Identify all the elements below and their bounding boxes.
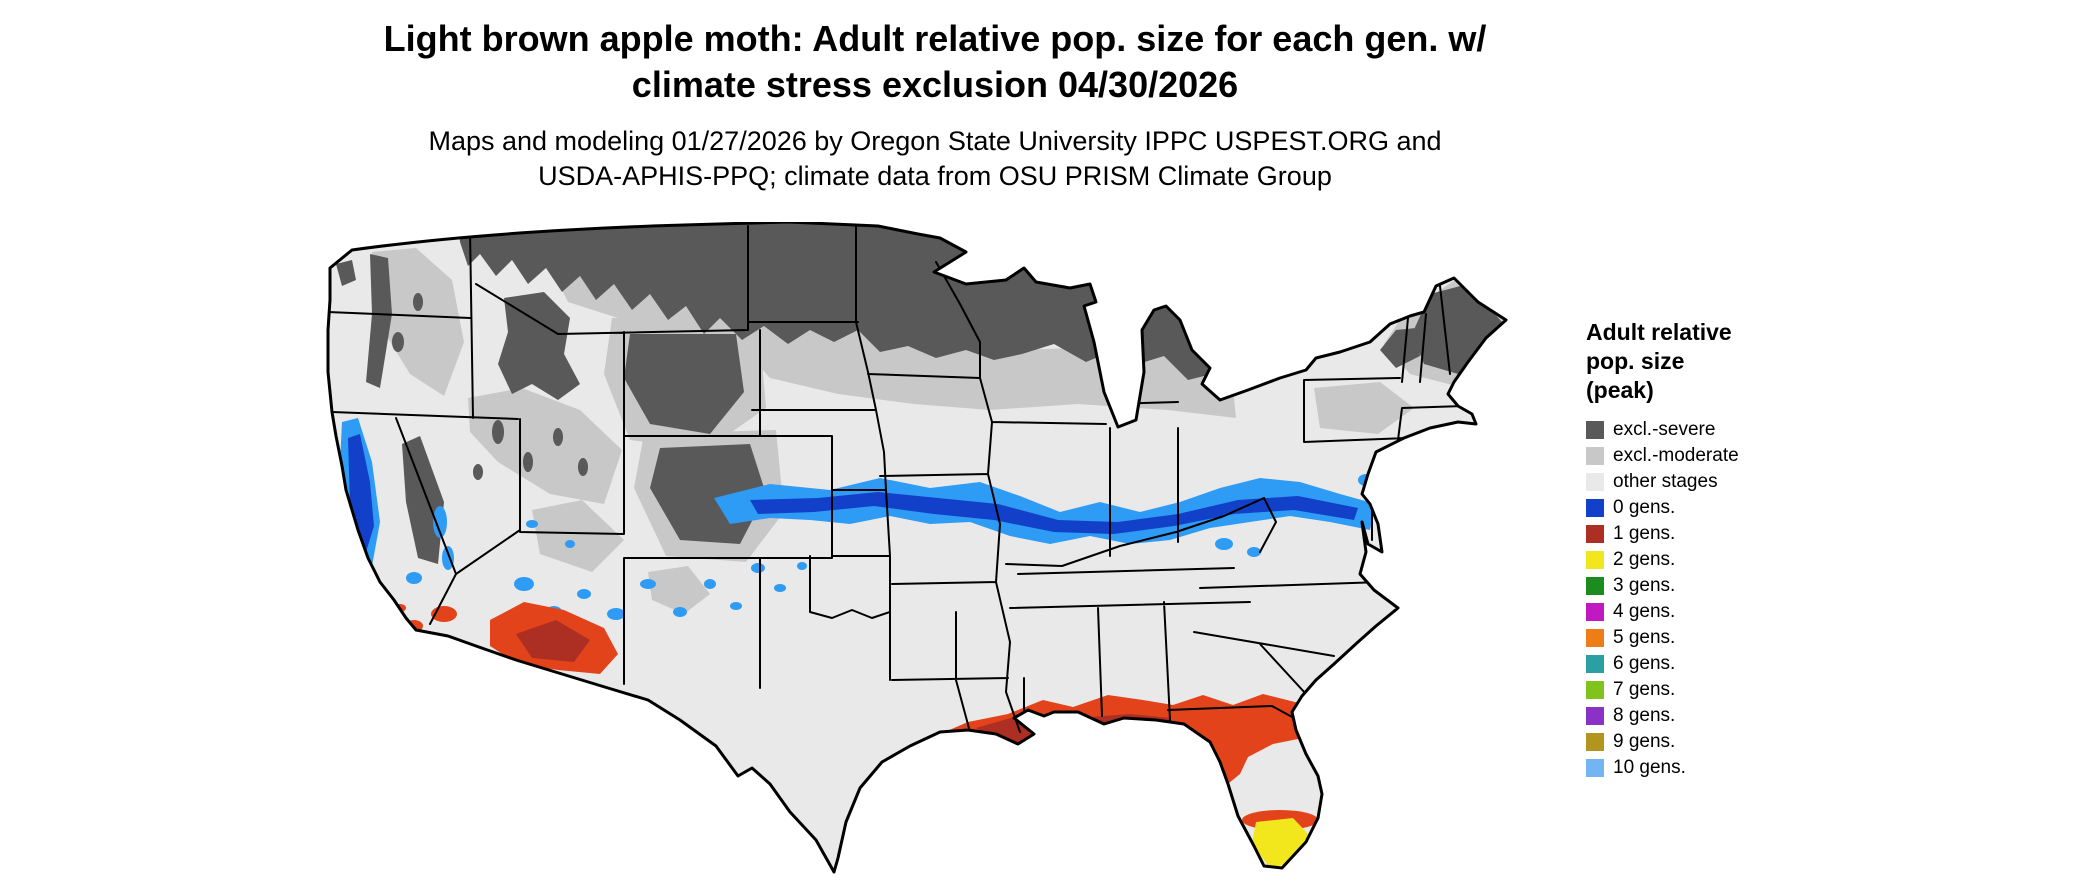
legend-swatch-rect bbox=[1586, 551, 1604, 569]
legend-item: 9 gens. bbox=[1586, 729, 1846, 755]
legend-item-label: 9 gens. bbox=[1613, 731, 1676, 752]
legend-swatch-rect bbox=[1586, 577, 1604, 595]
legend-item: 7 gens. bbox=[1586, 677, 1846, 703]
subtitle-line-1: Maps and modeling 01/27/2026 by Oregon S… bbox=[428, 126, 1442, 156]
us-map-svg bbox=[326, 222, 1508, 874]
legend-swatch-rect bbox=[1586, 499, 1604, 517]
legend-item-label: 10 gens. bbox=[1613, 757, 1686, 778]
legend-item: 2 gens. bbox=[1586, 547, 1846, 573]
legend-swatch bbox=[1586, 629, 1604, 647]
legend-swatch bbox=[1586, 603, 1604, 621]
legend-swatch bbox=[1586, 499, 1604, 517]
legend-swatch bbox=[1586, 525, 1604, 543]
legend-swatch bbox=[1586, 421, 1604, 439]
legend-swatch bbox=[1586, 681, 1604, 699]
legend-item: 6 gens. bbox=[1586, 651, 1846, 677]
legend-swatch-rect bbox=[1586, 733, 1604, 751]
legend-swatch bbox=[1586, 577, 1604, 595]
legend-item-label: other stages bbox=[1613, 471, 1718, 492]
legend-swatch-rect bbox=[1586, 447, 1604, 465]
legend-item: other stages bbox=[1586, 469, 1846, 495]
us-map bbox=[318, 222, 1536, 886]
legend-swatch-rect bbox=[1586, 707, 1604, 725]
legend-swatch-rect bbox=[1586, 759, 1604, 777]
legend-item-label: 1 gens. bbox=[1613, 523, 1676, 544]
legend-item: 3 gens. bbox=[1586, 573, 1846, 599]
title-line-1: Light brown apple moth: Adult relative p… bbox=[383, 18, 1487, 59]
state-borders bbox=[328, 225, 1465, 733]
legend-swatch bbox=[1586, 473, 1604, 491]
legend-item-label: 3 gens. bbox=[1613, 575, 1676, 596]
legend-swatch bbox=[1586, 733, 1604, 751]
legend-item-label: 2 gens. bbox=[1613, 549, 1676, 570]
legend-swatch-rect bbox=[1586, 681, 1604, 699]
legend-swatch bbox=[1586, 707, 1604, 725]
legend-title-line-1: Adult relative bbox=[1586, 319, 1732, 345]
legend-item-label: 4 gens. bbox=[1613, 601, 1676, 622]
legend-swatch-rect bbox=[1586, 473, 1604, 491]
legend-item-label: excl.-severe bbox=[1613, 419, 1716, 440]
figure-subtitle: Maps and modeling 01/27/2026 by Oregon S… bbox=[0, 124, 1870, 194]
legend-swatch bbox=[1586, 655, 1604, 673]
figure-header: Light brown apple moth: Adult relative p… bbox=[0, 16, 1870, 194]
legend-title: Adult relative pop. size (peak) bbox=[1586, 318, 1846, 405]
legend-item: 8 gens. bbox=[1586, 703, 1846, 729]
legend-item-label: 7 gens. bbox=[1613, 679, 1676, 700]
legend-item-label: 8 gens. bbox=[1613, 705, 1676, 726]
legend-item-label: 6 gens. bbox=[1613, 653, 1676, 674]
legend-item: 0 gens. bbox=[1586, 495, 1846, 521]
legend-item: excl.-moderate bbox=[1586, 443, 1846, 469]
legend-item-label: 5 gens. bbox=[1613, 627, 1676, 648]
legend-swatch-rect bbox=[1586, 421, 1604, 439]
legend-title-line-3: (peak) bbox=[1586, 377, 1654, 403]
legend-item: 1 gens. bbox=[1586, 521, 1846, 547]
legend-item-label: 0 gens. bbox=[1613, 497, 1676, 518]
legend-swatch bbox=[1586, 759, 1604, 777]
subtitle-line-2: USDA-APHIS-PPQ; climate data from OSU PR… bbox=[538, 161, 1332, 191]
legend-swatch bbox=[1586, 447, 1604, 465]
legend-items: excl.-severe excl.-moderate other stages… bbox=[1586, 417, 1846, 781]
legend-item-label: excl.-moderate bbox=[1613, 445, 1739, 466]
legend-item: excl.-severe bbox=[1586, 417, 1846, 443]
legend-item: 10 gens. bbox=[1586, 755, 1846, 781]
legend-swatch-rect bbox=[1586, 655, 1604, 673]
legend-swatch bbox=[1586, 551, 1604, 569]
legend-swatch-rect bbox=[1586, 525, 1604, 543]
title-line-2: climate stress exclusion 04/30/2026 bbox=[631, 64, 1239, 105]
map-legend: Adult relative pop. size (peak) excl.-se… bbox=[1586, 318, 1846, 781]
legend-item: 5 gens. bbox=[1586, 625, 1846, 651]
legend-swatch-rect bbox=[1586, 629, 1604, 647]
legend-title-line-2: pop. size bbox=[1586, 348, 1685, 374]
page-title: Light brown apple moth: Adult relative p… bbox=[0, 16, 1870, 108]
legend-item: 4 gens. bbox=[1586, 599, 1846, 625]
legend-swatch-rect bbox=[1586, 603, 1604, 621]
